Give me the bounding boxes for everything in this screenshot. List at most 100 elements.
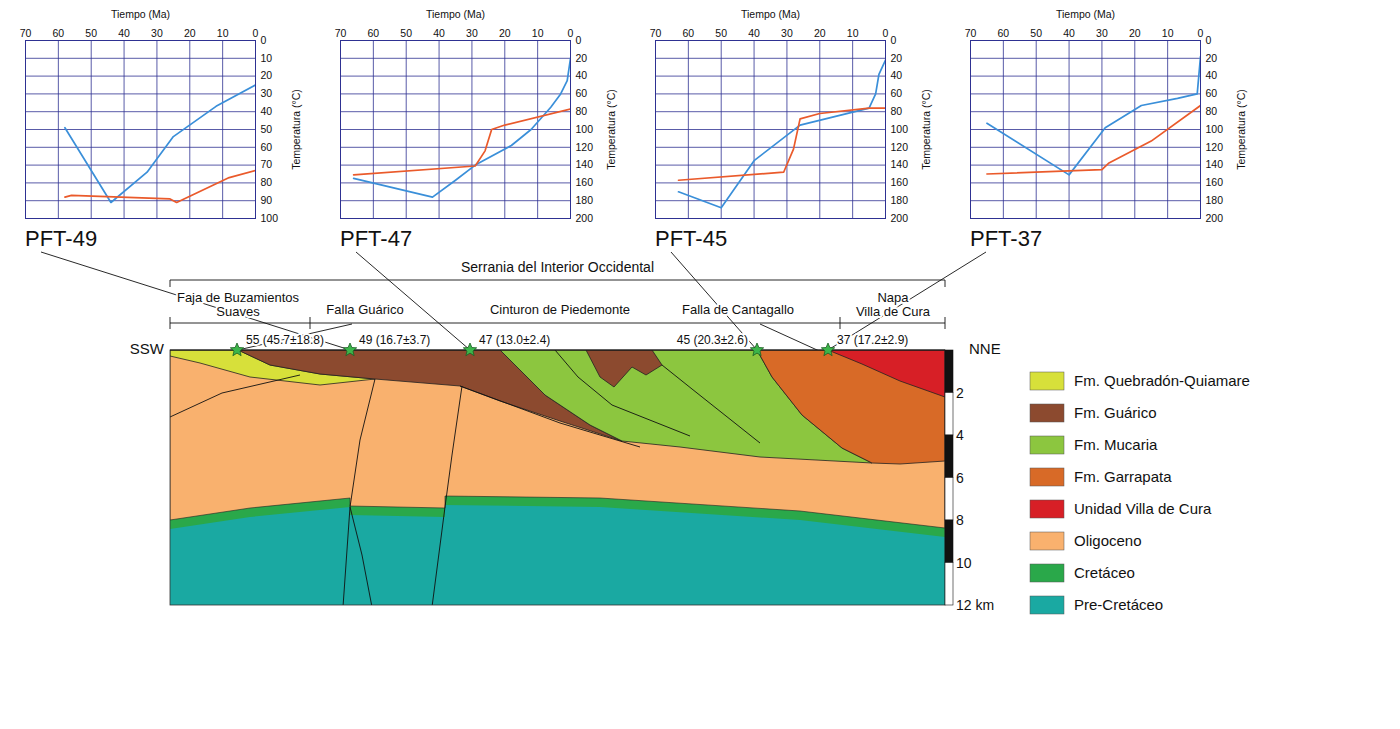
svg-text:30: 30 <box>781 27 793 39</box>
svg-text:PFT-47: PFT-47 <box>340 226 412 251</box>
svg-text:80: 80 <box>576 105 588 117</box>
svg-text:Faja de Buzamientos: Faja de Buzamientos <box>177 290 300 305</box>
svg-text:Unidad Villa de Cura: Unidad Villa de Cura <box>1074 500 1212 517</box>
svg-text:0: 0 <box>253 27 259 39</box>
svg-text:Temperatura (°C): Temperatura (°C) <box>605 89 617 170</box>
svg-text:Tiempo (Ma): Tiempo (Ma) <box>111 8 170 20</box>
svg-text:160: 160 <box>891 176 909 188</box>
svg-text:PFT-45: PFT-45 <box>655 226 727 251</box>
svg-text:20: 20 <box>814 27 826 39</box>
svg-text:60: 60 <box>576 87 588 99</box>
svg-text:180: 180 <box>1206 194 1224 206</box>
svg-text:40: 40 <box>748 27 760 39</box>
svg-text:20: 20 <box>184 27 196 39</box>
svg-text:0: 0 <box>1206 34 1212 46</box>
svg-text:Serrania del Interior Occident: Serrania del Interior Occidental <box>461 259 654 275</box>
svg-text:140: 140 <box>891 158 909 170</box>
svg-text:45 (20.3±2.6): 45 (20.3±2.6) <box>677 333 748 347</box>
svg-text:NNE: NNE <box>969 340 1001 357</box>
svg-text:SSW: SSW <box>130 340 165 357</box>
svg-text:50: 50 <box>261 123 273 135</box>
svg-text:Villa de Cura: Villa de Cura <box>856 304 931 319</box>
svg-text:Pre-Cretáceo: Pre-Cretáceo <box>1074 596 1163 613</box>
svg-text:200: 200 <box>891 212 909 224</box>
svg-text:30: 30 <box>261 87 273 99</box>
svg-text:120: 120 <box>891 141 909 153</box>
svg-text:40: 40 <box>1063 27 1075 39</box>
svg-text:20: 20 <box>499 27 511 39</box>
svg-text:200: 200 <box>576 212 594 224</box>
svg-text:37 (17.2±2.9): 37 (17.2±2.9) <box>837 333 908 347</box>
svg-text:60: 60 <box>1206 87 1218 99</box>
svg-text:10: 10 <box>217 27 229 39</box>
svg-text:60: 60 <box>53 27 65 39</box>
svg-text:140: 140 <box>1206 158 1224 170</box>
svg-text:40: 40 <box>118 27 130 39</box>
svg-text:Tiempo (Ma): Tiempo (Ma) <box>741 8 800 20</box>
svg-text:80: 80 <box>261 176 273 188</box>
svg-text:50: 50 <box>1030 27 1042 39</box>
svg-text:80: 80 <box>891 105 903 117</box>
svg-text:Fm. Guárico: Fm. Guárico <box>1074 404 1157 421</box>
svg-text:180: 180 <box>891 194 909 206</box>
svg-text:20: 20 <box>1206 52 1218 64</box>
svg-text:80: 80 <box>1206 105 1218 117</box>
svg-text:Tiempo (Ma): Tiempo (Ma) <box>426 8 485 20</box>
svg-text:Temperatura (°C): Temperatura (°C) <box>920 89 932 170</box>
svg-text:6: 6 <box>956 470 964 486</box>
svg-text:Tiempo (Ma): Tiempo (Ma) <box>1056 8 1115 20</box>
svg-text:0: 0 <box>261 34 267 46</box>
svg-text:60: 60 <box>891 87 903 99</box>
svg-text:100: 100 <box>1206 123 1224 135</box>
svg-text:10: 10 <box>1162 27 1174 39</box>
svg-text:Fm. Mucaria: Fm. Mucaria <box>1074 436 1158 453</box>
svg-text:Oligoceno: Oligoceno <box>1074 532 1142 549</box>
svg-text:Suaves: Suaves <box>216 304 260 319</box>
svg-text:0: 0 <box>568 27 574 39</box>
svg-text:10: 10 <box>956 555 972 571</box>
svg-text:120: 120 <box>576 141 594 153</box>
svg-text:4: 4 <box>956 427 964 443</box>
svg-text:160: 160 <box>576 176 594 188</box>
svg-text:160: 160 <box>1206 176 1224 188</box>
svg-text:2: 2 <box>956 385 964 401</box>
svg-text:49 (16.7±3.7): 49 (16.7±3.7) <box>359 333 430 347</box>
svg-text:0: 0 <box>883 27 889 39</box>
svg-text:50: 50 <box>85 27 97 39</box>
svg-text:100: 100 <box>576 123 594 135</box>
svg-text:47 (13.0±2.4): 47 (13.0±2.4) <box>479 333 550 347</box>
svg-text:60: 60 <box>683 27 695 39</box>
svg-text:30: 30 <box>1096 27 1108 39</box>
svg-text:200: 200 <box>1206 212 1224 224</box>
svg-text:40: 40 <box>891 69 903 81</box>
svg-text:60: 60 <box>261 141 273 153</box>
svg-text:50: 50 <box>400 27 412 39</box>
svg-text:90: 90 <box>261 194 273 206</box>
svg-text:70: 70 <box>20 27 32 39</box>
svg-text:0: 0 <box>576 34 582 46</box>
svg-text:30: 30 <box>151 27 163 39</box>
svg-text:70: 70 <box>335 27 347 39</box>
svg-text:10: 10 <box>532 27 544 39</box>
svg-text:20: 20 <box>1129 27 1141 39</box>
svg-text:120: 120 <box>1206 141 1224 153</box>
svg-text:Temperatura (°C): Temperatura (°C) <box>1235 89 1247 170</box>
svg-text:55 (45.7±18.8): 55 (45.7±18.8) <box>246 333 324 347</box>
svg-text:20: 20 <box>261 69 273 81</box>
svg-text:20: 20 <box>576 52 588 64</box>
svg-text:40: 40 <box>433 27 445 39</box>
svg-text:70: 70 <box>261 158 273 170</box>
svg-text:Cinturon de Piedemonte: Cinturon de Piedemonte <box>490 302 630 317</box>
svg-text:70: 70 <box>650 27 662 39</box>
svg-text:PFT-49: PFT-49 <box>25 226 97 251</box>
svg-text:70: 70 <box>965 27 977 39</box>
svg-text:40: 40 <box>261 105 273 117</box>
svg-text:Cretáceo: Cretáceo <box>1074 564 1135 581</box>
svg-text:Fm. Quebradón-Quiamare: Fm. Quebradón-Quiamare <box>1074 372 1250 389</box>
svg-text:Falla de Cantagallo: Falla de Cantagallo <box>682 302 794 317</box>
svg-text:40: 40 <box>576 69 588 81</box>
svg-text:140: 140 <box>576 158 594 170</box>
svg-text:Falla Guárico: Falla Guárico <box>326 302 403 317</box>
svg-text:40: 40 <box>1206 69 1218 81</box>
svg-text:20: 20 <box>891 52 903 64</box>
